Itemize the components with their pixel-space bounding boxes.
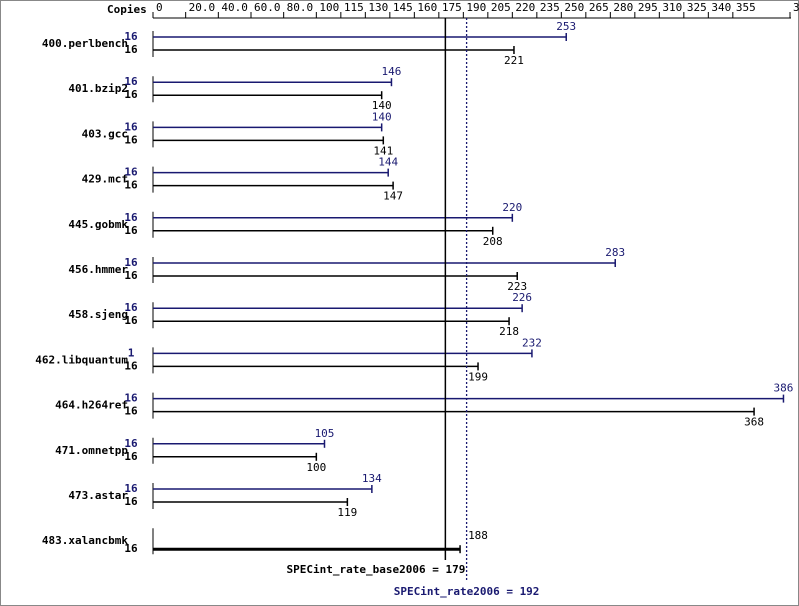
reference-label: SPECint_rate2006 = 192	[394, 585, 540, 598]
category-label: 401.bzip2	[68, 82, 128, 95]
x-tick-label: 190	[466, 1, 486, 14]
value-label: 283	[605, 246, 625, 259]
copies-label: 16	[124, 301, 138, 314]
value-label: 220	[502, 201, 522, 214]
copies-label: 16	[124, 450, 138, 463]
value-label: 119	[337, 506, 357, 519]
value-label: 221	[504, 54, 524, 67]
copies-label: 16	[124, 30, 138, 43]
category-label: 483.xalancbmk	[42, 534, 128, 547]
x-tick-label: 130	[368, 1, 388, 14]
copies-label: 16	[124, 482, 138, 495]
x-tick-label: 355	[736, 1, 756, 14]
copies-label: 16	[124, 359, 138, 372]
copies-header: Copies	[107, 3, 147, 16]
value-label: 199	[468, 370, 488, 383]
copies-label: 16	[124, 314, 138, 327]
value-label: 386	[774, 382, 794, 395]
copies-label: 16	[124, 75, 138, 88]
x-tick-label: 280	[613, 1, 633, 14]
value-label: 253	[556, 20, 576, 33]
value-label: 146	[382, 65, 402, 78]
copies-label: 16	[124, 542, 138, 555]
x-tick-label: 390	[793, 1, 799, 14]
copies-label: 16	[124, 179, 138, 192]
category-label: 456.hmmer	[68, 263, 128, 276]
value-label: 140	[372, 99, 392, 112]
copies-label: 16	[124, 224, 138, 237]
reference-label: SPECint_rate_base2006 = 179	[287, 563, 466, 576]
value-label: 105	[315, 427, 335, 440]
x-tick-label: 205	[491, 1, 511, 14]
x-tick-label: 0	[156, 1, 163, 14]
x-tick-label: 340	[711, 1, 731, 14]
value-label: 223	[507, 280, 527, 293]
copies-label: 16	[124, 495, 138, 508]
copies-label: 16	[124, 405, 138, 418]
copies-label: 1	[128, 346, 135, 359]
value-label: 134	[362, 472, 382, 485]
category-label: 429.mcf	[82, 173, 128, 186]
value-label: 208	[483, 235, 503, 248]
x-tick-label: 175	[442, 1, 462, 14]
copies-label: 16	[124, 120, 138, 133]
value-label: 144	[378, 156, 398, 169]
x-tick-label: 80.0	[287, 1, 314, 14]
x-tick-label: 160	[417, 1, 437, 14]
copies-label: 16	[124, 88, 138, 101]
x-tick-label: 220	[515, 1, 535, 14]
value-label: 100	[306, 461, 326, 474]
category-label: 471.omnetpp	[55, 444, 128, 457]
x-tick-label: 265	[589, 1, 609, 14]
copies-label: 16	[124, 437, 138, 450]
category-label: 464.h264ref	[55, 399, 128, 412]
category-label: 462.libquantum	[35, 353, 128, 366]
value-label: 226	[512, 291, 532, 304]
category-label: 400.perlbench	[42, 37, 128, 50]
copies-label: 16	[124, 211, 138, 224]
x-tick-label: 100	[319, 1, 339, 14]
x-tick-label: 250	[564, 1, 584, 14]
category-label: 473.astar	[68, 489, 128, 502]
x-tick-label: 40.0	[221, 1, 248, 14]
x-tick-label: 295	[638, 1, 658, 14]
x-tick-label: 325	[687, 1, 707, 14]
value-label: 141	[373, 144, 393, 157]
x-tick-label: 145	[393, 1, 413, 14]
category-label: 458.sjeng	[68, 308, 128, 321]
x-tick-label: 60.0	[254, 1, 281, 14]
copies-label: 16	[124, 392, 138, 405]
value-label: 140	[372, 110, 392, 123]
value-label: 368	[744, 416, 764, 429]
x-tick-label: 235	[540, 1, 560, 14]
copies-label: 16	[124, 269, 138, 282]
x-tick-label: 20.0	[189, 1, 216, 14]
copies-label: 16	[124, 133, 138, 146]
value-label: 232	[522, 336, 542, 349]
category-label: 445.gobmk	[68, 218, 128, 231]
value-label: 218	[499, 325, 519, 338]
x-tick-label: 310	[662, 1, 682, 14]
copies-label: 16	[124, 43, 138, 56]
copies-label: 16	[124, 166, 138, 179]
copies-label: 16	[124, 256, 138, 269]
category-label: 403.gcc	[82, 127, 128, 140]
x-tick-label: 115	[344, 1, 364, 14]
value-label: 147	[383, 190, 403, 203]
value-label: 188	[468, 529, 488, 542]
